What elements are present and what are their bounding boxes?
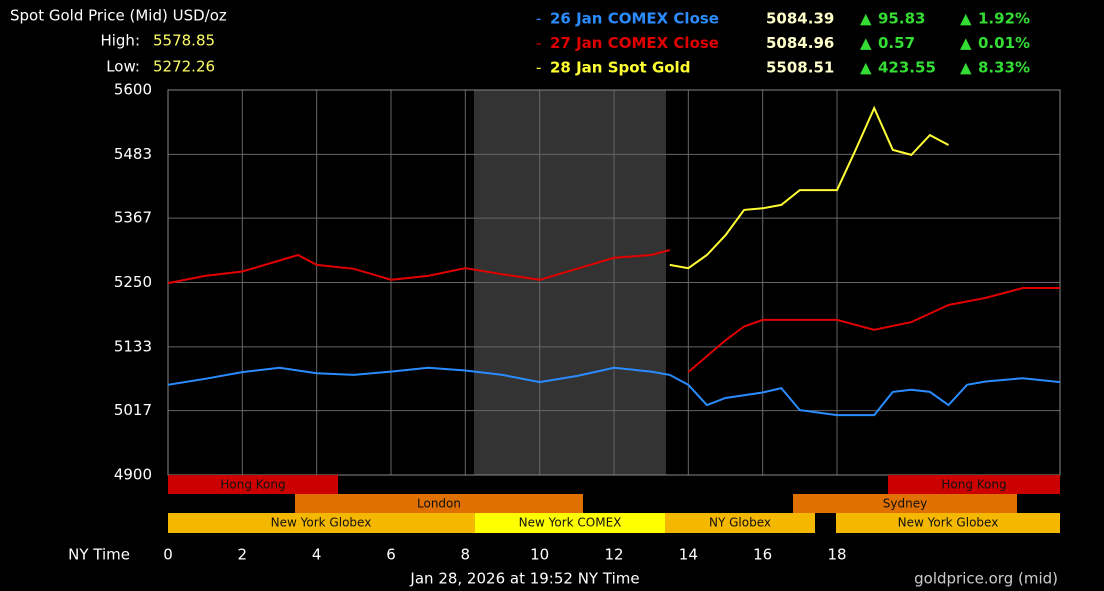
session-bar [295,494,583,513]
high-label: High: [100,32,140,50]
y-tick-label: 5367 [114,209,152,227]
x-tick-label: 10 [530,546,549,564]
legend-arrow: ▲ [960,59,972,77]
x-axis-label: NY Time [68,546,130,564]
session-bar [168,513,475,533]
low-value: 5272.26 [153,58,215,76]
legend-arrow: ▲ [860,34,872,52]
session-bar [475,513,665,533]
x-tick-label: 14 [679,546,698,564]
session-label: Sydney [883,497,927,511]
session-bar [665,513,815,533]
x-tick-label: 0 [163,546,173,564]
session-label: Hong Kong [220,478,285,492]
legend-change: 95.83 [878,10,925,28]
source: goldprice.org (mid) [914,570,1058,588]
series-line [167,249,1060,373]
legend-dash: - [536,59,541,77]
low-label: Low: [106,58,140,76]
x-tick-label: 18 [827,546,846,564]
x-tick-label: 6 [386,546,396,564]
session-bar [888,475,1060,494]
session-label: New York Globex [271,516,372,530]
series-line [669,105,949,270]
session-label: London [417,497,461,511]
legend-last: 5508.51 [766,59,834,77]
legend-arrow: ▲ [860,59,872,77]
legend-last: 5084.96 [766,34,834,52]
y-tick-label: 5017 [114,401,152,419]
legend-arrow: ▲ [960,10,972,28]
legend-dash: - [536,34,541,52]
subtitle: Jan 28, 2026 at 19:52 NY Time [409,570,639,588]
legend-change: 0.57 [878,34,915,52]
legend-label: 28 Jan Spot Gold [550,59,690,77]
x-tick-label: 8 [461,546,471,564]
session-bar [793,494,1017,513]
x-tick-label: 2 [238,546,248,564]
legend-label: 26 Jan COMEX Close [550,10,719,28]
legend-last: 5084.39 [766,10,834,28]
x-tick-label: 4 [312,546,322,564]
legend-change-pct: 0.01% [978,34,1030,52]
legend-change-pct: 8.33% [978,59,1030,77]
sessions: Hong Kong London New York Globex New Yor… [168,475,1060,533]
legend-change: 423.55 [878,59,936,77]
y-tick-label: 5133 [114,337,152,355]
y-tick-label: 5600 [114,81,152,99]
session-label: Hong Kong [941,478,1006,492]
legend-arrow: ▲ [860,10,872,28]
x-tick-label: 12 [604,546,623,564]
legend-label: 27 Jan COMEX Close [550,34,719,52]
session-label: New York COMEX [519,516,622,530]
legend-change-pct: 1.92% [978,10,1030,28]
chart-title: Spot Gold Price (Mid) USD/oz [10,7,227,25]
x-tick-label: 16 [753,546,772,564]
session-bar [168,475,338,494]
session-label: NY Globex [709,516,771,530]
series-line [167,366,1061,417]
y-tick-label: 5250 [114,273,152,291]
legend-arrow: ▲ [960,34,972,52]
legend-dash: - [536,10,541,28]
session-label: New York Globex [898,516,999,530]
high-value: 5578.85 [153,32,215,50]
session-bar [836,513,1060,533]
y-tick-label: 4900 [114,466,152,484]
y-tick-label: 5483 [114,145,152,163]
